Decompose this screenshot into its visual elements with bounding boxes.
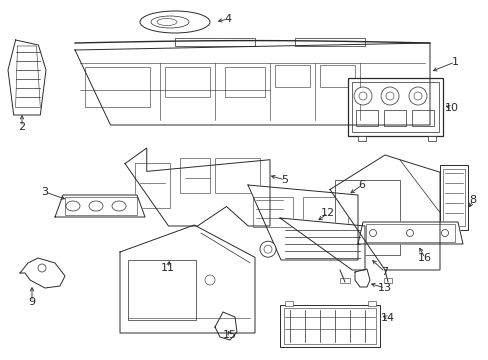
Bar xyxy=(411,110,433,126)
Bar xyxy=(294,38,364,46)
Bar xyxy=(224,67,264,97)
Polygon shape xyxy=(354,269,369,287)
Bar xyxy=(284,308,375,344)
Bar xyxy=(128,260,196,320)
Polygon shape xyxy=(125,148,269,226)
Circle shape xyxy=(408,87,426,105)
Circle shape xyxy=(353,87,371,105)
Bar xyxy=(319,65,354,87)
Polygon shape xyxy=(329,155,439,270)
Bar xyxy=(215,158,260,193)
Text: 13: 13 xyxy=(377,283,391,293)
Bar xyxy=(367,301,375,306)
Circle shape xyxy=(380,87,398,105)
Bar xyxy=(180,158,209,193)
Polygon shape xyxy=(280,218,364,270)
Text: 1: 1 xyxy=(450,57,458,67)
Text: 6: 6 xyxy=(358,180,365,190)
Polygon shape xyxy=(247,185,357,260)
Text: 3: 3 xyxy=(41,187,48,197)
Bar xyxy=(347,78,442,136)
Text: 15: 15 xyxy=(223,330,237,340)
Bar xyxy=(334,180,399,255)
Polygon shape xyxy=(75,43,429,125)
Bar xyxy=(252,197,292,227)
Bar xyxy=(285,301,292,306)
Bar xyxy=(427,136,435,141)
Text: 14: 14 xyxy=(380,313,394,323)
Bar xyxy=(383,278,391,283)
Text: 4: 4 xyxy=(224,14,231,24)
Bar xyxy=(365,224,454,242)
Bar xyxy=(280,305,379,347)
Text: 12: 12 xyxy=(320,208,334,218)
Text: 2: 2 xyxy=(19,122,25,132)
Text: 7: 7 xyxy=(381,267,388,277)
Bar xyxy=(274,65,309,87)
Bar xyxy=(135,163,170,208)
Polygon shape xyxy=(55,195,145,217)
Polygon shape xyxy=(215,312,237,340)
Bar xyxy=(442,169,464,226)
Ellipse shape xyxy=(140,11,209,33)
Polygon shape xyxy=(20,258,65,288)
Bar xyxy=(85,67,150,107)
Bar xyxy=(383,110,405,126)
Polygon shape xyxy=(120,225,254,333)
Bar xyxy=(175,38,254,46)
Text: 9: 9 xyxy=(28,297,36,307)
Text: 10: 10 xyxy=(444,103,458,113)
Text: 5: 5 xyxy=(281,175,288,185)
Text: 16: 16 xyxy=(417,253,431,263)
Text: 11: 11 xyxy=(161,263,175,273)
Polygon shape xyxy=(8,40,46,115)
Bar xyxy=(65,197,137,215)
Bar xyxy=(351,82,438,132)
Bar xyxy=(357,136,365,141)
Bar xyxy=(164,67,209,97)
Bar xyxy=(439,165,467,230)
Bar xyxy=(303,197,347,232)
Polygon shape xyxy=(357,222,462,244)
Circle shape xyxy=(260,241,275,257)
Bar xyxy=(339,278,349,283)
Text: 8: 8 xyxy=(468,195,476,205)
Bar xyxy=(355,110,377,126)
